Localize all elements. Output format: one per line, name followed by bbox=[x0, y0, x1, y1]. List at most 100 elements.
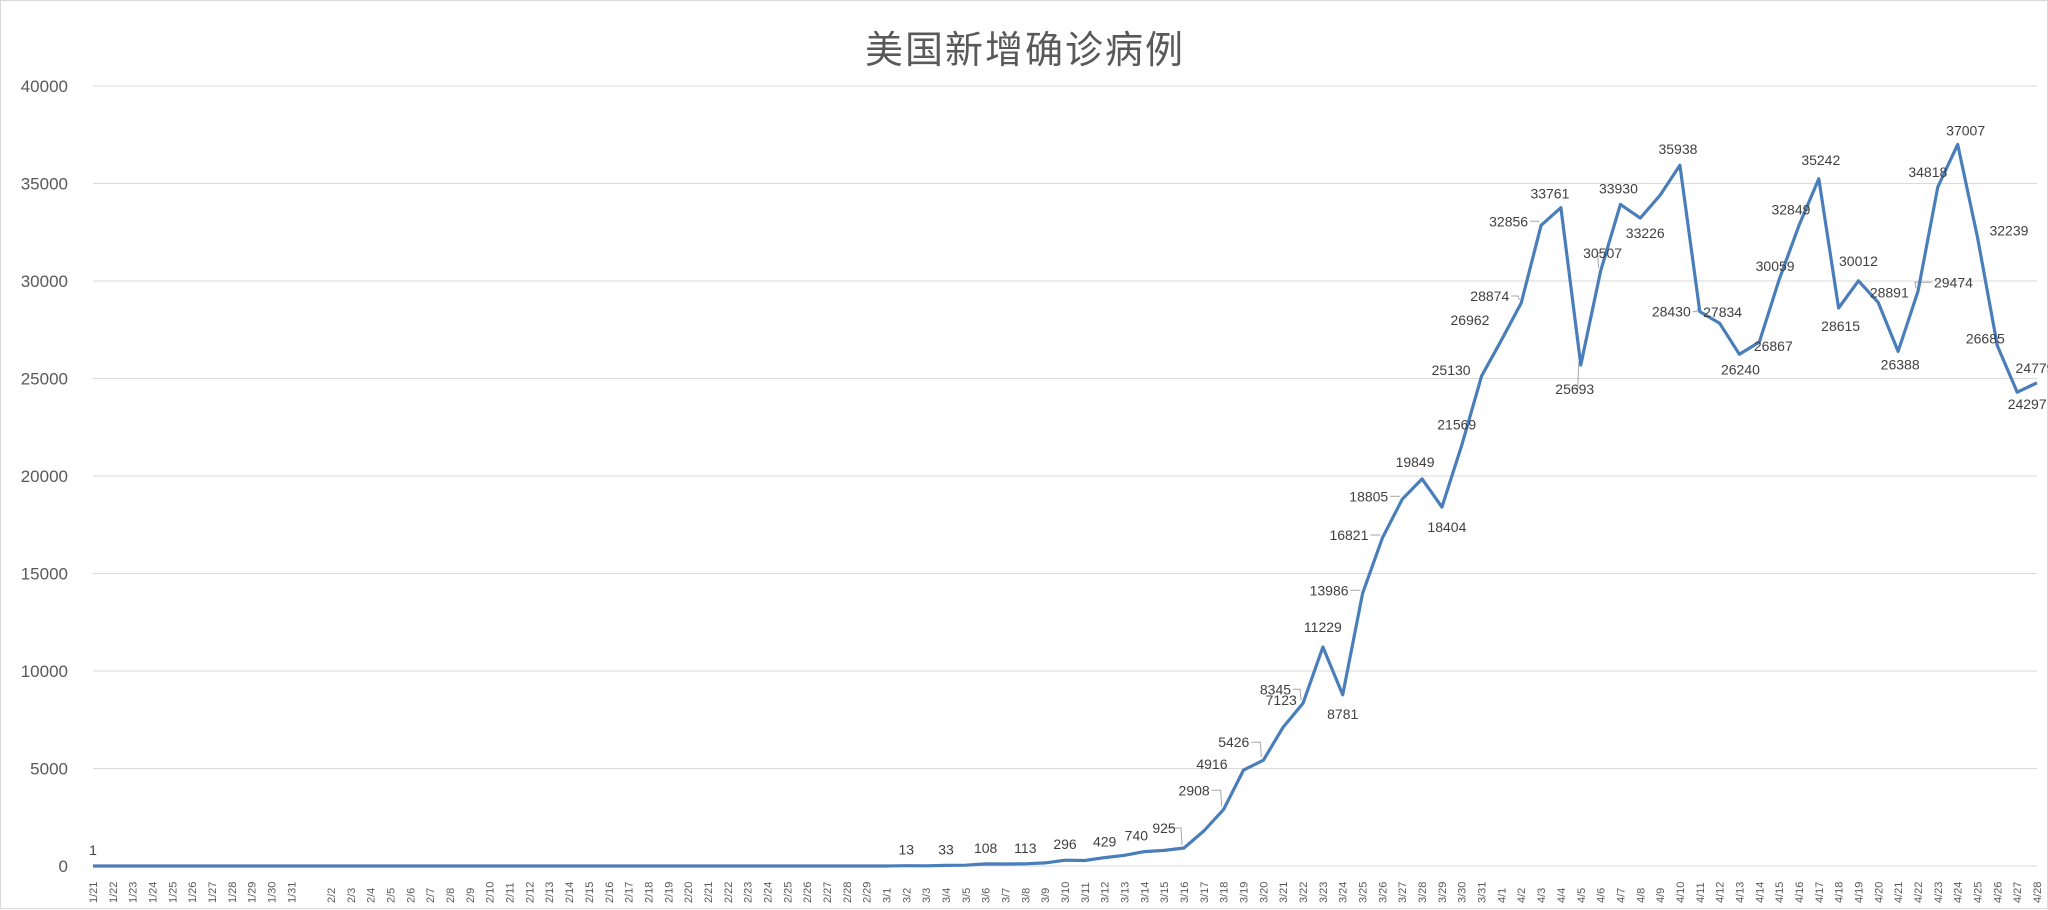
data-label: 28430 bbox=[1652, 304, 1691, 320]
x-tick-label: 4/2 bbox=[1516, 888, 1528, 903]
x-tick-label: 4/17 bbox=[1814, 882, 1826, 903]
x-tick-label: 3/24 bbox=[1338, 882, 1350, 903]
data-label: 30059 bbox=[1756, 258, 1795, 274]
x-tick-label: 4/15 bbox=[1774, 882, 1786, 903]
x-tick-label: 2/2 bbox=[326, 888, 338, 903]
x-tick-label: 4/26 bbox=[1992, 882, 2004, 903]
x-tick-label: 4/27 bbox=[2012, 882, 2024, 903]
x-tick-label: 4/21 bbox=[1893, 882, 1905, 903]
x-tick-label: 3/21 bbox=[1278, 882, 1290, 903]
data-label: 8345 bbox=[1260, 681, 1291, 697]
x-tick-label: 4/4 bbox=[1556, 888, 1568, 903]
x-tick-label: 4/19 bbox=[1853, 882, 1865, 903]
x-tick-label: 1/28 bbox=[227, 882, 239, 903]
series-line bbox=[93, 142, 2038, 868]
label-leader bbox=[1511, 295, 1520, 301]
x-tick-label: 4/12 bbox=[1715, 882, 1727, 903]
data-label: 28615 bbox=[1821, 318, 1860, 334]
x-tick-label: 3/23 bbox=[1318, 882, 1330, 903]
x-tick-label: 3/28 bbox=[1417, 882, 1429, 903]
label-leader bbox=[1530, 220, 1540, 223]
x-tick-label: 2/27 bbox=[822, 882, 834, 903]
data-label: 113 bbox=[1014, 840, 1037, 856]
data-label: 26867 bbox=[1754, 338, 1793, 354]
x-tick-label: 3/29 bbox=[1437, 882, 1449, 903]
x-tick-label: 1/30 bbox=[267, 882, 279, 903]
data-label: 18404 bbox=[1427, 519, 1466, 535]
x-tick-label: 4/18 bbox=[1834, 882, 1846, 903]
data-label: 18805 bbox=[1349, 488, 1388, 504]
x-tick-label: 4/24 bbox=[1953, 882, 1965, 903]
x-tick-label: 4/9 bbox=[1655, 888, 1667, 903]
x-tick-label: 3/27 bbox=[1397, 882, 1409, 903]
x-axis: 1/21 1/22 1/23 1/24 1/25 1/26 1/27 1/28 1/29 1/30… bbox=[88, 882, 2044, 903]
y-tick-label: 35000 bbox=[21, 175, 68, 194]
x-tick-label: 1/24 bbox=[148, 882, 160, 903]
x-tick-label: 3/16 bbox=[1179, 882, 1191, 903]
x-tick-label: 2/19 bbox=[663, 882, 675, 903]
label-leaders bbox=[1164, 220, 1932, 845]
x-tick-label: 2/26 bbox=[802, 882, 814, 903]
x-tick-label: 1/29 bbox=[247, 882, 259, 903]
x-tick-label: 3/20 bbox=[1258, 882, 1270, 903]
x-tick-label: 4/14 bbox=[1754, 882, 1766, 903]
x-tick-label: 3/25 bbox=[1358, 882, 1370, 903]
x-tick-label: 3/26 bbox=[1377, 882, 1389, 903]
data-labels: 1 13 33 108 113 296 429 740 92529084916542671238… bbox=[89, 122, 2048, 858]
data-label: 29474 bbox=[1934, 274, 1973, 290]
x-tick-label: 2/12 bbox=[524, 882, 536, 903]
x-tick-label: 2/15 bbox=[584, 882, 596, 903]
data-label: 33930 bbox=[1599, 180, 1638, 196]
x-tick-label: 3/18 bbox=[1219, 882, 1231, 903]
x-tick-label: 3/6 bbox=[981, 888, 993, 903]
x-tick-label: 3/9 bbox=[1040, 888, 1052, 903]
data-label: 35242 bbox=[1801, 152, 1840, 168]
x-tick-label: 4/5 bbox=[1576, 888, 1588, 903]
data-label: 30507 bbox=[1583, 245, 1622, 261]
x-tick-label: 4/20 bbox=[1873, 882, 1885, 903]
data-label: 740 bbox=[1125, 828, 1149, 844]
x-tick-label: 2/9 bbox=[465, 888, 477, 903]
x-tick-label: 3/22 bbox=[1298, 882, 1310, 903]
x-tick-label: 1/27 bbox=[207, 882, 219, 903]
x-tick-label: 4/3 bbox=[1536, 888, 1548, 903]
label-leader bbox=[1164, 827, 1183, 845]
data-label: 5426 bbox=[1218, 734, 1249, 750]
x-tick-label: 2/17 bbox=[624, 882, 636, 903]
data-label: 27834 bbox=[1703, 304, 1742, 320]
data-label: 28874 bbox=[1470, 288, 1509, 304]
x-tick-label: 4/10 bbox=[1675, 882, 1687, 903]
x-tick-label: 1/23 bbox=[128, 882, 140, 903]
x-tick-label: 2/23 bbox=[743, 882, 755, 903]
data-label: 13986 bbox=[1310, 582, 1349, 598]
data-label: 25130 bbox=[1432, 362, 1471, 378]
x-tick-label: 3/12 bbox=[1100, 882, 1112, 903]
x-tick-label: 2/22 bbox=[723, 882, 735, 903]
data-label: 26240 bbox=[1721, 361, 1760, 377]
y-tick-label: 10000 bbox=[21, 662, 68, 681]
x-tick-label: 2/4 bbox=[366, 888, 378, 903]
y-tick-label: 30000 bbox=[21, 272, 68, 291]
x-tick-label: 3/10 bbox=[1060, 882, 1072, 903]
x-tick-label: 2/21 bbox=[703, 882, 715, 903]
x-tick-label: 3/5 bbox=[961, 888, 973, 903]
label-leader bbox=[1293, 688, 1302, 701]
data-label: 26685 bbox=[1966, 331, 2005, 347]
data-label: 26388 bbox=[1881, 356, 1920, 372]
x-tick-label: 4/6 bbox=[1596, 888, 1608, 903]
data-label: 16821 bbox=[1329, 527, 1368, 543]
x-tick-label: 3/3 bbox=[921, 888, 933, 903]
data-label: 33226 bbox=[1626, 225, 1665, 241]
x-tick-label: 2/18 bbox=[643, 882, 655, 903]
x-tick-label: 1/26 bbox=[187, 882, 199, 903]
data-label: 32849 bbox=[1771, 201, 1810, 217]
label-leader bbox=[1211, 789, 1223, 807]
label-leader bbox=[1251, 741, 1262, 758]
data-label: 21569 bbox=[1437, 416, 1476, 432]
data-label: 925 bbox=[1152, 820, 1176, 836]
x-tick-label: 1/21 bbox=[88, 882, 100, 903]
x-tick-label: 2/6 bbox=[405, 888, 417, 903]
x-tick-label: 2/28 bbox=[842, 882, 854, 903]
